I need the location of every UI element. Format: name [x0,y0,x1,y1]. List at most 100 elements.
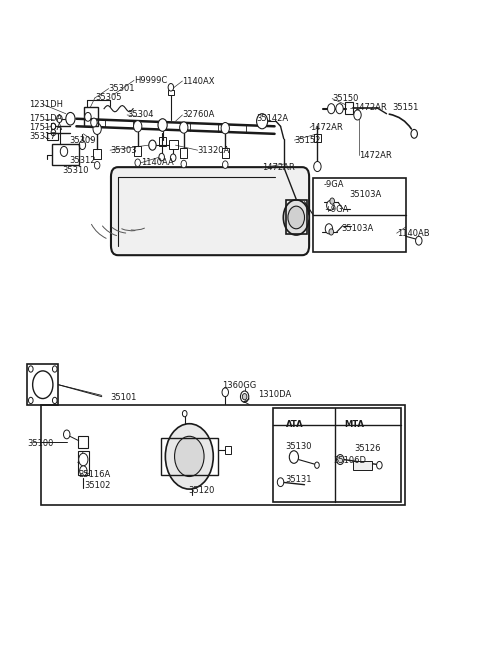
Circle shape [314,162,321,172]
Circle shape [33,371,53,398]
Text: 35305: 35305 [95,94,121,102]
Text: 35120: 35120 [188,487,215,495]
Circle shape [51,123,56,130]
Circle shape [66,113,75,125]
Circle shape [158,119,167,131]
Circle shape [416,236,422,245]
Text: 35304: 35304 [127,111,154,119]
Bar [222,148,229,159]
Text: 1472AR: 1472AR [262,163,295,172]
Circle shape [327,103,335,114]
Circle shape [330,198,335,204]
Bar [168,90,174,95]
Text: 1231DH: 1231DH [29,100,63,109]
Text: -9GA: -9GA [324,179,344,189]
Bar [134,147,142,157]
Circle shape [135,159,141,166]
Circle shape [181,160,187,168]
Text: 1140AX: 1140AX [182,77,215,86]
Text: 1310DA: 1310DA [258,390,292,399]
Bar [27,364,59,405]
Text: H9999C: H9999C [134,76,167,85]
Circle shape [28,366,33,372]
Circle shape [411,130,418,138]
Circle shape [51,130,56,136]
Circle shape [170,154,176,162]
Text: 35152: 35152 [294,136,321,145]
Bar [52,144,79,165]
Text: 35142A: 35142A [256,114,288,123]
Circle shape [354,110,361,120]
Circle shape [165,424,213,489]
Text: 32760A: 32760A [182,111,215,119]
Circle shape [242,394,247,400]
Text: ATA: ATA [286,421,303,430]
Bar [286,200,307,234]
Bar [180,147,188,158]
Text: 1472AR: 1472AR [359,151,392,160]
Text: 1472AR: 1472AR [310,123,343,132]
Text: 35150: 35150 [332,94,359,103]
Bar [161,438,218,476]
Circle shape [149,140,156,150]
Text: 1140AA: 1140AA [141,159,174,167]
Text: 35116A: 35116A [78,470,110,479]
Bar [94,149,101,159]
Circle shape [222,388,228,397]
Text: 1751DA: 1751DA [29,114,62,123]
Text: 35126: 35126 [354,443,381,453]
Text: 35131: 35131 [285,475,312,484]
Circle shape [52,366,57,372]
Text: 35102: 35102 [84,481,110,491]
Text: 35317: 35317 [29,132,56,141]
Circle shape [63,430,70,439]
Text: 35130: 35130 [285,443,312,451]
Bar [159,137,166,147]
Circle shape [159,153,165,161]
Bar [345,102,353,114]
Text: 35151: 35151 [392,103,419,112]
Text: 1472AR: 1472AR [354,103,387,112]
Bar [78,436,88,448]
Text: 35303: 35303 [110,145,137,155]
Circle shape [336,455,344,464]
Circle shape [168,84,174,91]
Circle shape [84,113,91,121]
Bar [225,446,231,454]
Circle shape [93,123,101,134]
FancyBboxPatch shape [111,167,309,255]
Bar [168,140,178,149]
Text: 35101: 35101 [110,394,136,402]
Circle shape [326,200,334,210]
Bar [314,134,321,142]
Circle shape [91,118,97,127]
Circle shape [289,451,299,463]
Circle shape [377,461,382,469]
Bar [313,178,406,252]
Text: MTA: MTA [344,421,364,430]
Text: 1751DA: 1751DA [29,123,62,132]
Circle shape [283,200,309,235]
Text: 35103A: 35103A [349,190,382,198]
Circle shape [60,147,68,157]
Bar [353,461,372,470]
Circle shape [223,161,228,168]
Text: 1140AB: 1140AB [396,229,429,238]
Circle shape [336,103,343,114]
Bar [78,451,89,476]
Circle shape [182,411,187,417]
Circle shape [329,229,334,235]
Bar [41,405,405,505]
Circle shape [240,391,249,402]
Text: 35312: 35312 [70,156,96,165]
Circle shape [277,477,284,487]
Circle shape [180,122,188,133]
Circle shape [28,398,33,403]
Circle shape [57,115,62,122]
Circle shape [80,466,87,476]
Text: 35106D: 35106D [333,457,366,465]
Circle shape [52,398,57,403]
Bar [48,132,58,140]
Circle shape [79,141,85,149]
Circle shape [95,162,100,169]
